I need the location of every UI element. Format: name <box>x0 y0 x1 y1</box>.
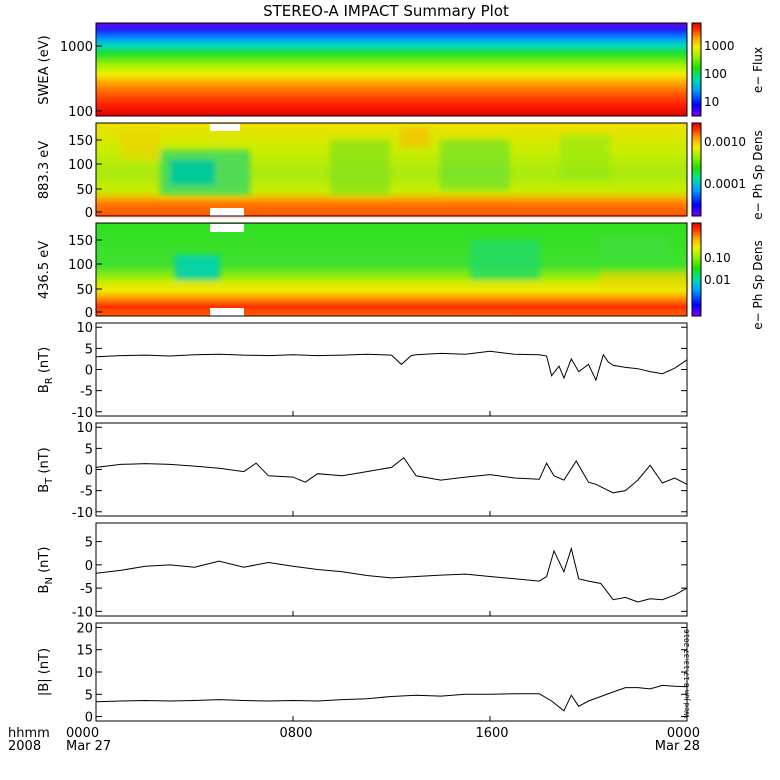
bt-ytick-label-1: -5 <box>80 485 93 500</box>
pad-883-ytick-label-100: 100 <box>68 158 93 173</box>
bn-ylabel: BN (nT) <box>37 547 55 594</box>
pad-883-gap-top <box>210 124 240 131</box>
pad-436-gap-top <box>210 224 244 232</box>
br-ytick-label-1: -5 <box>80 385 93 400</box>
bmag-ytick-label-1: 5 <box>85 688 93 703</box>
xtick-label-0800: 0800 <box>279 726 312 741</box>
swea-cbar-label: e− Flux <box>751 47 765 93</box>
pad-883-ytick-label-0: 0 <box>85 206 93 221</box>
bn-series-line <box>95 546 688 603</box>
bt-series-line <box>95 456 688 494</box>
pad-436-ytick-label-100: 100 <box>68 258 93 273</box>
bmag-ytick-label-3: 15 <box>76 644 93 659</box>
year-label: 2008 <box>8 739 41 754</box>
pad-883-ytick-label-150: 150 <box>68 134 93 149</box>
date-label-start: Mar 27 <box>66 739 111 754</box>
hhmm-label: hhmm <box>8 726 50 741</box>
bn-ticks: -10 -5 0 5 <box>72 536 688 620</box>
panel-br: -10 -5 0 5 10 BR (nT) <box>37 321 688 421</box>
pad-436-frame <box>95 222 688 317</box>
bmag-ylabel: |B| (nT) <box>37 648 52 696</box>
bn-ylabel-sub: N <box>44 577 55 584</box>
pad-436-gap-bottom <box>210 308 244 316</box>
bt-ticks: -10 -5 0 5 10 <box>72 421 688 521</box>
bn-ylabel-unit: (nT) <box>37 547 52 577</box>
bt-ylabel-unit: (nT) <box>37 447 52 477</box>
bmag-ticks: 0 5 10 15 20 <box>76 621 688 726</box>
bmag-series-line <box>95 684 688 712</box>
pad-883-ylabel: 883.3 eV <box>37 141 52 199</box>
bmag-ytick-label-4: 20 <box>76 621 93 636</box>
swea-cbar-tick-10: 10 <box>704 95 719 109</box>
pad-436-ytick-label-150: 150 <box>68 234 93 249</box>
bt-ytick-label-2: 0 <box>85 464 93 479</box>
br-ytick-label-2: 0 <box>85 364 93 379</box>
figure-title: STEREO-A IMPACT Summary Plot <box>263 2 509 20</box>
pad-883-ytick-label-50: 50 <box>76 183 93 198</box>
panel-bmag: 0 5 10 15 20 |B| (nT) Wed Jun 8 17:13:37 201… <box>37 621 691 725</box>
bt-ylabel: BT (nT) <box>37 447 55 493</box>
bt-ytick-label-4: 10 <box>76 421 93 436</box>
panel-swea: 1000 100 SWEA (eV) 1000 100 10 e− Flux <box>37 22 765 120</box>
bt-frame <box>95 422 688 517</box>
br-ylabel-sub: R <box>44 377 55 384</box>
swea-ylabel: SWEA (eV) <box>37 35 52 104</box>
time-axis: hhmm 2008 0000 Mar 27 0800 1600 0000 Mar… <box>8 726 700 754</box>
pad-436-cbar-label: e− Ph Sp Dens <box>751 240 765 329</box>
generation-timestamp: Wed Jun 8 17:13:37 2016 <box>683 629 691 718</box>
bmag-frame <box>95 622 688 722</box>
pad-436-ytick-label-0: 0 <box>85 306 93 321</box>
swea-spectrogram <box>96 23 687 116</box>
br-ticks: -10 -5 0 5 10 <box>72 321 688 421</box>
bt-ytick-label-0: -10 <box>72 506 93 521</box>
swea-cbar-tick-100: 100 <box>704 67 727 81</box>
swea-ytick-label-1000: 1000 <box>60 40 93 55</box>
bn-ytick-label-0: -10 <box>72 605 93 620</box>
bn-ylabel-main: B <box>37 585 52 594</box>
bmag-ytick-label-2: 10 <box>76 666 93 681</box>
swea-ytick-label-100: 100 <box>68 105 93 120</box>
xtick-label-0000-end: 0000 <box>667 726 700 741</box>
bn-ytick-label-2: 0 <box>85 559 93 574</box>
xtick-label-1600: 1600 <box>475 726 508 741</box>
pad-883-gap-bottom <box>210 208 244 216</box>
pad-436-cbar-tick-0.01: 0.01 <box>704 273 731 287</box>
br-ytick-label-0: -10 <box>72 406 93 421</box>
swea-frame <box>95 22 688 117</box>
pad-436-ylabel: 436.5 eV <box>37 241 52 299</box>
swea-colorbar <box>691 22 702 117</box>
br-frame <box>95 322 688 417</box>
br-ylabel-main: B <box>37 384 52 393</box>
pad-883-cbar-tick-0.0001: 0.0001 <box>704 177 746 191</box>
panel-pad-436: 0 50 100 150 436.5 eV 0.10 0.01 e− Ph Sp… <box>37 222 765 330</box>
pad-436-cbar-tick-0.10: 0.10 <box>704 251 731 265</box>
panel-bn: -10 -5 0 5 BN (nT) <box>37 522 688 620</box>
swea-cbar-tick-1000: 1000 <box>704 39 735 53</box>
bmag-ytick-label-0: 0 <box>85 711 93 726</box>
pad-436-ytick-label-50: 50 <box>76 283 93 298</box>
bt-ylabel-sub: T <box>44 477 55 485</box>
br-ylabel: BR (nT) <box>37 347 55 393</box>
pad-883-colorbar <box>691 122 702 217</box>
panel-pad-883: 0 50 100 150 883.3 eV 0.0010 0.0001 e− P… <box>37 122 765 221</box>
panel-bt: -10 -5 0 5 10 BT (nT) <box>37 421 688 521</box>
xtick-label-0000-start: 0000 <box>66 726 99 741</box>
pad-436-texture <box>96 235 687 290</box>
pad-883-texture <box>96 128 687 216</box>
date-label-end: Mar 28 <box>655 739 700 754</box>
br-series-line <box>95 350 688 382</box>
bt-ylabel-main: B <box>37 484 52 493</box>
pad-883-frame <box>95 122 688 217</box>
bn-ytick-label-3: 5 <box>85 536 93 551</box>
bt-ytick-label-3: 5 <box>85 442 93 457</box>
pad-883-cbar-tick-0.0010: 0.0010 <box>704 135 746 149</box>
pad-883-cbar-label: e− Ph Sp Dens <box>751 130 765 219</box>
bn-frame <box>95 522 688 617</box>
pad-436-colorbar <box>691 222 702 317</box>
br-ytick-label-4: 10 <box>76 321 93 336</box>
br-ytick-label-3: 5 <box>85 342 93 357</box>
bn-ytick-label-1: -5 <box>80 582 93 597</box>
br-ylabel-unit: (nT) <box>37 347 52 377</box>
